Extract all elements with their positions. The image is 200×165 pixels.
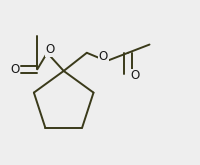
Text: O: O	[99, 50, 108, 63]
Text: O: O	[130, 69, 139, 82]
Text: O: O	[46, 43, 55, 56]
Text: O: O	[10, 63, 20, 76]
